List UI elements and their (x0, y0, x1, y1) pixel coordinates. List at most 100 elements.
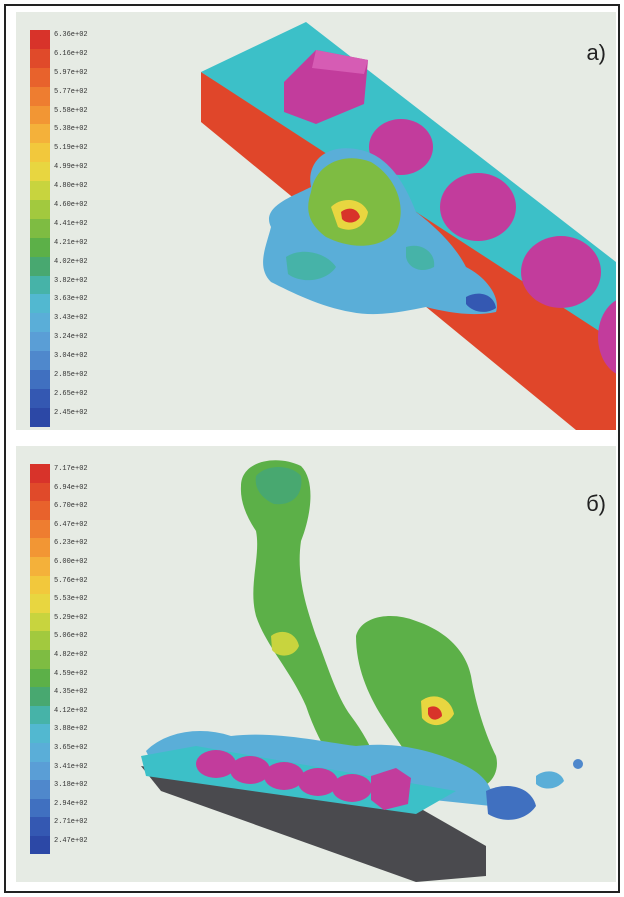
colorbar-swatch (30, 817, 50, 836)
colorbar-swatch (30, 294, 50, 314)
colorbar-swatch (30, 835, 50, 855)
colorbar-swatch (30, 124, 50, 144)
colorbar-swatch (30, 649, 50, 669)
colorbar-tick-label: 6.70e+02 (54, 502, 88, 511)
colorbar-tick-label: 3.18e+02 (54, 781, 88, 790)
colorbar-tick-label: 4.35e+02 (54, 688, 88, 697)
colorbar-tick-label: 4.02e+02 (54, 257, 88, 266)
colorbar-tick-label: 6.47e+02 (54, 520, 88, 529)
colorbar-swatch (30, 351, 50, 371)
colorbar-tick-label: 5.53e+02 (54, 595, 88, 604)
dome-b1 (196, 750, 236, 778)
colorbar-swatch (30, 482, 50, 502)
colorbar-tick-label: 3.04e+02 (54, 352, 88, 361)
colorbar-labels-b: 7.17e+02 6.94e+02 6.70e+02 6.47e+02 6.23… (54, 464, 88, 854)
colorbar-tick-label: 2.94e+02 (54, 799, 88, 808)
colorbar-tick-label: 4.21e+02 (54, 238, 88, 247)
panel-b: 7.17e+02 6.94e+02 6.70e+02 6.47e+02 6.23… (16, 446, 616, 882)
colorbar-tick-label: 4.99e+02 (54, 163, 88, 172)
dome-a4 (598, 300, 616, 374)
colorbar-tick-label: 3.43e+02 (54, 314, 88, 323)
colorbar-tick-label: 5.38e+02 (54, 125, 88, 134)
colorbar-swatch (30, 407, 50, 427)
colorbar-swatch (30, 237, 50, 257)
colorbar-swatch (30, 594, 50, 613)
colorbar-swatch (30, 313, 50, 333)
colorbar-swatch (30, 370, 50, 389)
colorbar-tick-label: 2.65e+02 (54, 389, 88, 398)
colorbar-swatch (30, 705, 50, 725)
colorbar-tick-label: 6.36e+02 (54, 31, 88, 39)
figure-frame: 6.36e+02 6.16e+02 5.97e+02 5.77e+02 5.58… (4, 4, 620, 893)
colorbar-swatch (30, 86, 50, 106)
dome-a2 (440, 173, 516, 241)
colorbar-tick-label: 3.24e+02 (54, 333, 88, 342)
colorbar-b (30, 464, 50, 855)
colorbar-tick-label: 5.19e+02 (54, 144, 88, 153)
colorbar-swatch (30, 388, 50, 408)
colorbar-tick-label: 6.00e+02 (54, 557, 88, 566)
dome-b3 (264, 762, 304, 790)
colorbar-tick-label: 4.12e+02 (54, 706, 88, 715)
colorbar-swatch (30, 724, 50, 743)
colorbar-labels-a: 6.36e+02 6.16e+02 5.97e+02 5.77e+02 5.58… (54, 30, 88, 427)
panel-label-a: а) (586, 40, 606, 65)
colorbar-swatch (30, 575, 50, 595)
colorbar-tick-label: 3.65e+02 (54, 743, 88, 752)
colorbar-swatch (30, 275, 50, 295)
colorbar-tick-label: 5.97e+02 (54, 68, 88, 77)
dome-b5 (332, 774, 372, 802)
dome-a3 (521, 236, 601, 308)
colorbar-tick-label: 5.58e+02 (54, 106, 88, 115)
dome-b4 (298, 768, 338, 796)
colorbar-swatch (30, 181, 50, 201)
colorbar-tick-label: 3.82e+02 (54, 276, 88, 285)
panel-label-b: б) (586, 491, 606, 516)
colorbar-tick-label: 4.80e+02 (54, 182, 88, 191)
colorbar-swatch (30, 332, 50, 352)
colorbar-swatch (30, 464, 50, 483)
colorbar-tick-label: 2.85e+02 (54, 371, 88, 380)
colorbar-tick-label: 4.82e+02 (54, 650, 88, 659)
colorbar-swatch (30, 742, 50, 762)
colorbar-tick-label: 3.41e+02 (54, 762, 88, 771)
colorbar-tick-label: 5.76e+02 (54, 576, 88, 585)
colorbar-tick-label: 3.88e+02 (54, 725, 88, 734)
colorbar-swatch (30, 612, 50, 632)
colorbar-tick-label: 6.23e+02 (54, 539, 88, 548)
colorbar-swatch (30, 780, 50, 799)
simulation-render-a (201, 22, 616, 430)
colorbar-swatch (30, 105, 50, 125)
colorbar-swatch (30, 501, 50, 520)
colorbar-swatch (30, 556, 50, 576)
colorbar-tick-label: 2.47e+02 (54, 836, 88, 845)
platform-side-b (141, 766, 486, 882)
dome-a1 (369, 119, 433, 175)
colorbar-swatch (30, 67, 50, 87)
dome-b2 (230, 756, 270, 784)
colorbar-tick-label: 5.77e+02 (54, 87, 88, 96)
colorbar-swatch (30, 761, 50, 781)
colorbar-tick-label: 4.59e+02 (54, 669, 88, 678)
colorbar-swatch (30, 687, 50, 706)
colorbar-tick-label: 6.94e+02 (54, 483, 88, 492)
colorbar-swatch (30, 162, 50, 182)
colorbar-a (30, 30, 50, 427)
colorbar-tick-label: 4.41e+02 (54, 219, 88, 228)
colorbar-tick-label: 2.71e+02 (54, 818, 88, 827)
colorbar-tick-label: 5.06e+02 (54, 632, 88, 641)
simulation-render-b (141, 460, 583, 882)
block-b (371, 768, 411, 810)
colorbar-swatch (30, 519, 50, 539)
colorbar-tick-label: 5.29e+02 (54, 613, 88, 622)
colorbar-tick-label: 3.63e+02 (54, 295, 88, 304)
colorbar-tick-label: 6.16e+02 (54, 49, 88, 58)
colorbar-swatch (30, 218, 50, 238)
colorbar-swatch (30, 143, 50, 163)
colorbar-swatch (30, 631, 50, 650)
colorbar-swatch (30, 538, 50, 557)
colorbar-tick-label: 4.60e+02 (54, 201, 88, 210)
fluid-column-b (240, 460, 381, 781)
panel-a: 6.36e+02 6.16e+02 5.97e+02 5.77e+02 5.58… (16, 12, 616, 430)
colorbar-swatch (30, 30, 50, 49)
